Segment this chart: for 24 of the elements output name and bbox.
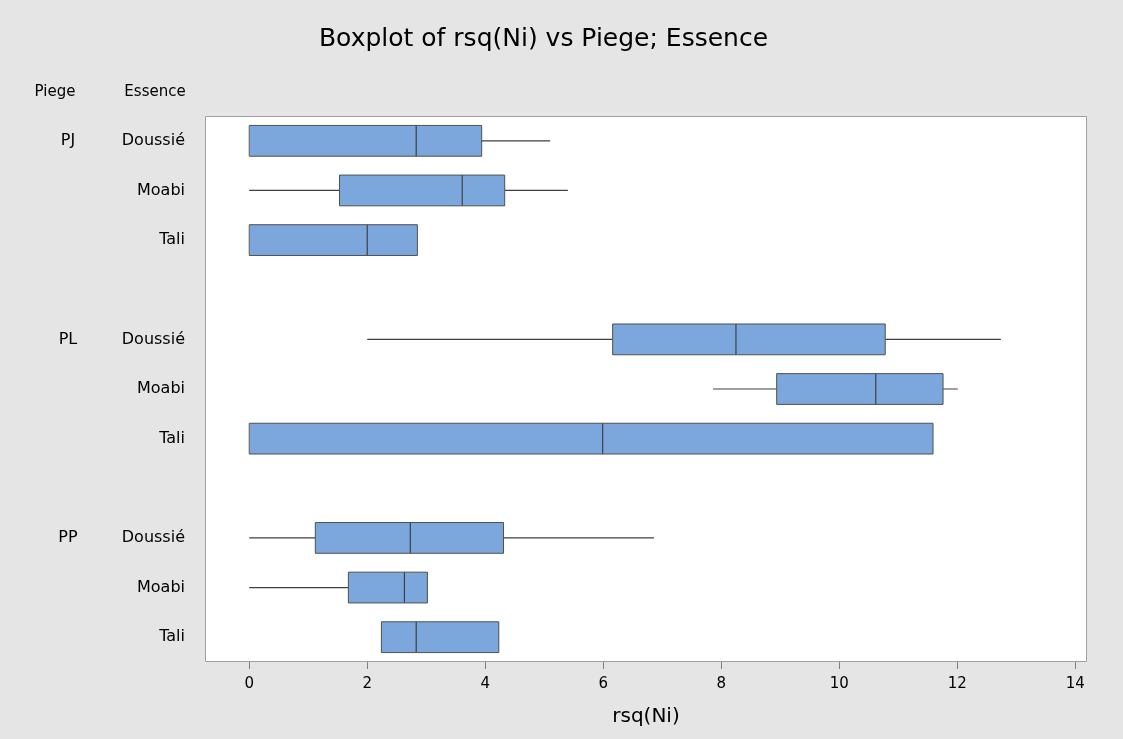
x-tick-label: 2 — [362, 673, 373, 692]
y-tick-label: Moabi — [137, 576, 185, 596]
y-tick-label: Tali — [158, 427, 185, 447]
x-tick-label: 6 — [598, 673, 608, 692]
x-tick-label: 10 — [829, 673, 849, 692]
x-axis-title: rsq(Ni) — [612, 703, 680, 728]
x-tick-label: 8 — [716, 673, 726, 692]
text: PP — [58, 527, 78, 547]
y-tick-label: Doussié — [121, 527, 185, 547]
x-tick-label: 4 — [480, 673, 491, 692]
text: Piege — [34, 81, 76, 100]
y-tick-label: Doussié — [121, 328, 185, 348]
x-tick-label: 14 — [1065, 673, 1085, 692]
x-tick-label: 0 — [244, 673, 255, 692]
y-tick-label: Moabi — [137, 179, 185, 199]
chart-title: Boxplot of rsq(Ni) vs Piege; Essence — [318, 22, 769, 52]
y-tick-label: Tali — [158, 626, 185, 646]
y-tick-label: Tali — [158, 229, 185, 249]
y-tick-label: Doussié — [121, 129, 185, 149]
text: PJ — [60, 129, 76, 149]
x-tick-label: 12 — [947, 673, 967, 692]
text: PL — [58, 328, 78, 348]
y-tick-label: Moabi — [137, 378, 185, 398]
text: Essence — [124, 81, 186, 100]
